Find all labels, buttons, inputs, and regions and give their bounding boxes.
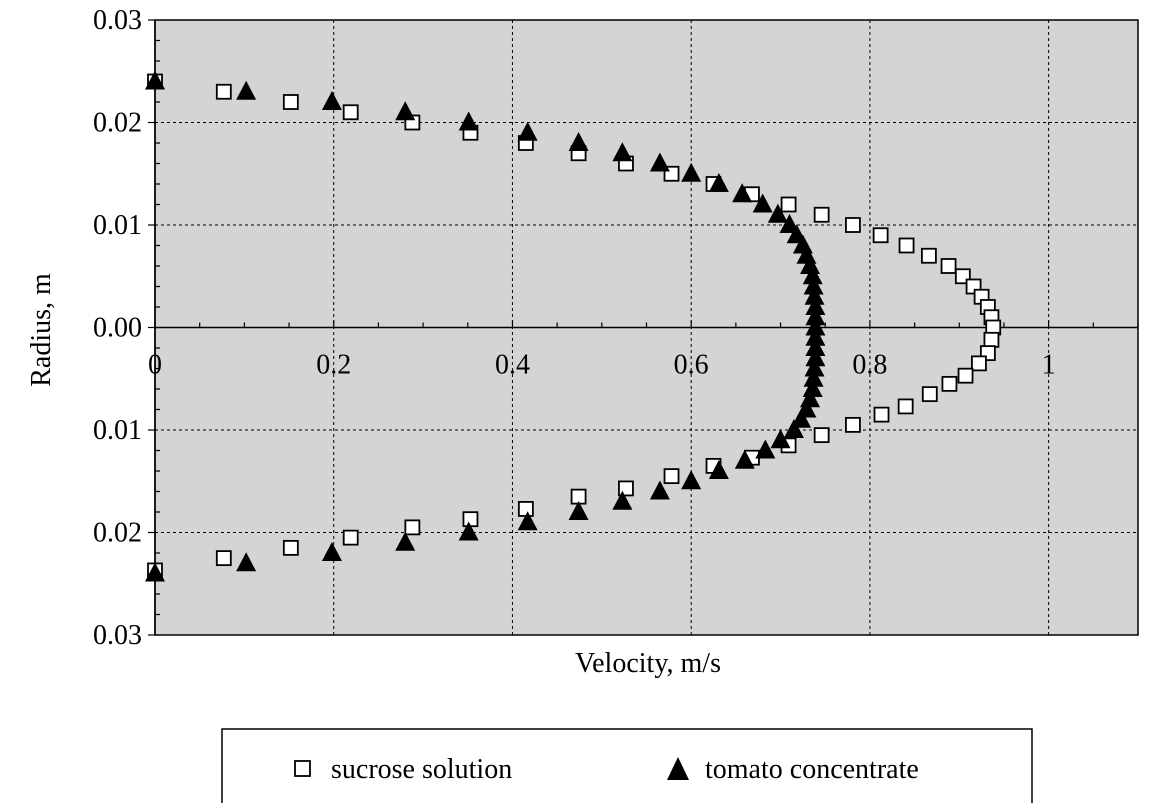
sucrose-point-45 [282,539,299,556]
data-markers [145,70,1002,582]
tomato-point-27 [805,347,826,367]
tomato-point-24 [805,316,826,336]
tomato-point-7 [612,142,633,162]
tomato-point-19 [802,265,823,285]
y-tick-label-5: 0.02 [93,518,142,549]
x-tick-label-1: 0.2 [316,350,351,381]
tomato-point-4 [458,111,479,131]
sucrose-point-30 [921,386,938,403]
sucrose-point-43 [404,519,421,536]
sucrose-point-42 [462,511,479,528]
x-tick-label-2: 0.4 [495,350,530,381]
sucrose-point-32 [873,406,890,423]
sucrose-point-27 [971,355,987,372]
tomato-point-8 [649,152,670,172]
series-1-markers [145,70,826,582]
tomato-point-30 [802,378,823,397]
sucrose-point-34 [813,427,830,444]
tomato-point-35 [770,429,791,449]
y-axis-title: Radius, m [26,273,57,387]
sucrose-point-3 [342,104,359,121]
tomato-point-44 [458,521,479,541]
sucrose-point-29 [941,375,958,392]
legend-sucrose-label: sucrose solution [331,754,512,785]
legend-box [221,728,1033,803]
legend-tomato-marker [667,757,689,780]
tomato-point-33 [791,408,812,428]
tomato-point-42 [568,501,589,520]
y-tick-label-6: 0.03 [93,620,142,651]
x-tick-label-5: 1 [1042,350,1056,381]
tomato-point-5 [517,121,538,141]
sucrose-point-17 [920,247,937,264]
tomato-point-43 [517,511,538,531]
tomato-point-48 [145,562,165,582]
sucrose-point-13 [813,206,830,223]
sucrose-point-25 [983,331,1000,348]
tomato-point-45 [395,531,416,551]
sucrose-point-2 [282,94,299,110]
tomato-point-2 [321,91,342,110]
legend-tomato-label: tomato concentrate [705,754,919,785]
tomato-point-12 [752,193,773,213]
tomato-point-9 [681,162,702,182]
sucrose-point-16 [898,237,915,254]
sucrose-point-15 [872,227,889,244]
sucrose-point-46 [215,550,232,567]
tomato-point-46 [321,542,342,561]
tomato-point-25 [805,326,826,346]
tomato-point-22 [805,296,826,315]
tomato-point-23 [805,306,826,326]
tomato-point-36 [755,439,776,459]
tomato-point-39 [681,470,702,490]
tomato-point-41 [612,490,633,510]
tomato-point-20 [803,275,824,295]
tick-labels: 0 0.2 0.4 0.6 0.8 1 0.03 0.02 0.01 0.00 0.01 0.02 0.… [93,5,1056,651]
sucrose-point-41 [517,501,534,517]
x-tick-label-4: 0.8 [852,350,887,381]
y-tick-label-0: 0.03 [93,5,142,36]
tomato-point-28 [804,357,825,377]
tomato-point-10 [708,173,729,192]
x-tick-label-0: 0 [148,350,162,381]
x-axis-title: Velocity, m/s [575,648,721,679]
tomato-point-40 [649,480,670,500]
sucrose-point-31 [897,398,914,415]
sucrose-point-14 [845,217,861,233]
legend: sucrose solution tomato concentrate [221,728,1033,803]
tomato-point-14 [779,214,800,233]
tomato-point-29 [803,367,824,387]
tomato-point-13 [767,203,788,223]
sucrose-point-44 [342,529,359,546]
tomato-point-18 [800,255,821,274]
tomato-point-47 [236,552,257,572]
grid-lines [155,20,1138,635]
sucrose-point-38 [663,468,680,485]
tomato-point-38 [708,460,729,479]
sucrose-point-18 [940,258,957,274]
y-tick-label-3: 0.00 [93,313,142,344]
y-tick-label-2: 0.01 [93,210,142,241]
sucrose-point-33 [845,416,861,433]
tomato-point-34 [783,419,804,438]
legend-sucrose-marker [294,760,311,777]
x-tick-label-3: 0.6 [674,350,709,381]
tomato-point-11 [732,183,753,203]
tomato-point-0 [145,70,165,90]
tomato-point-26 [805,337,826,356]
y-tick-label-4: 0.01 [93,415,142,446]
tomato-point-6 [568,132,589,151]
tomato-point-3 [395,101,416,121]
tomato-point-1 [236,80,257,100]
tomato-point-21 [804,285,825,305]
sucrose-point-12 [780,196,797,213]
sucrose-point-28 [957,367,974,384]
sucrose-point-1 [215,83,232,100]
y-tick-label-1: 0.02 [93,108,142,139]
tomato-point-37 [734,449,755,469]
